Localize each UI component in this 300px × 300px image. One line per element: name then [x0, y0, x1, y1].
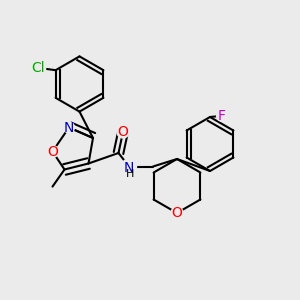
- Text: F: F: [218, 109, 226, 123]
- Circle shape: [117, 126, 129, 138]
- Circle shape: [64, 122, 74, 133]
- Text: O: O: [172, 206, 182, 220]
- Text: N: N: [64, 121, 74, 134]
- Text: N: N: [124, 161, 134, 175]
- Circle shape: [217, 110, 227, 121]
- Circle shape: [31, 60, 46, 75]
- Text: O: O: [118, 125, 128, 139]
- Text: O: O: [47, 145, 58, 158]
- Text: H: H: [125, 169, 134, 179]
- Circle shape: [171, 207, 183, 219]
- Circle shape: [122, 159, 136, 174]
- Circle shape: [46, 146, 58, 158]
- Text: Cl: Cl: [32, 61, 45, 75]
